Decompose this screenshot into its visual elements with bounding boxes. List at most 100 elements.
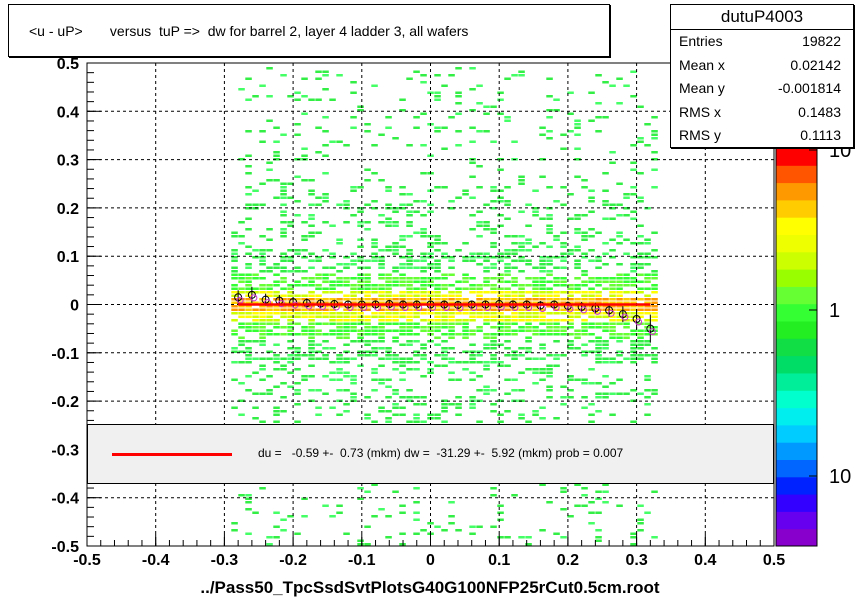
heatmap-cell	[392, 277, 399, 280]
heatmap-cell	[378, 133, 385, 136]
heatmap-cell	[357, 259, 364, 262]
heatmap-cell	[490, 228, 497, 231]
heatmap-cell	[595, 354, 602, 357]
heatmap-cell	[448, 522, 455, 525]
heatmap-cell	[644, 273, 651, 276]
heatmap-cell	[413, 126, 420, 129]
heatmap-cell	[245, 277, 252, 280]
heatmap-cell	[413, 116, 420, 119]
heatmap-cell	[602, 305, 609, 308]
stats-title: dutuP4003	[671, 5, 853, 30]
heatmap-cell	[518, 294, 525, 297]
heatmap-cell	[287, 291, 294, 294]
heatmap-cell	[630, 298, 637, 301]
heatmap-cell	[371, 312, 378, 315]
heatmap-cell	[434, 326, 441, 329]
heatmap-cell	[399, 280, 406, 283]
heatmap-cell	[308, 357, 315, 360]
heatmap-cell	[413, 312, 420, 315]
heatmap-cell	[630, 291, 637, 294]
heatmap-cell	[385, 312, 392, 315]
heatmap-cell	[448, 301, 455, 304]
heatmap-cell	[490, 105, 497, 108]
heatmap-cell	[497, 252, 504, 255]
heatmap-cell	[392, 357, 399, 360]
heatmap-cell	[595, 301, 602, 304]
heatmap-cell	[581, 235, 588, 238]
heatmap-cell	[280, 133, 287, 136]
heatmap-cell	[553, 532, 560, 535]
heatmap-cell	[364, 294, 371, 297]
heatmap-cell	[462, 350, 469, 353]
heatmap-cell	[378, 340, 385, 343]
heatmap-cell	[483, 259, 490, 262]
heatmap-cell	[231, 249, 238, 252]
heatmap-cell	[518, 249, 525, 252]
heatmap-cell	[434, 235, 441, 238]
heatmap-cell	[553, 322, 560, 325]
heatmap-cell	[574, 336, 581, 339]
heatmap-cell	[546, 259, 553, 262]
heatmap-cell	[238, 336, 245, 339]
heatmap-cell	[581, 186, 588, 189]
heatmap-cell	[595, 231, 602, 234]
heatmap-cell	[357, 284, 364, 287]
heatmap-cell	[574, 301, 581, 304]
heatmap-cell	[280, 228, 287, 231]
heatmap-cell	[259, 378, 266, 381]
stats-row: Entries 19822	[671, 30, 853, 54]
heatmap-cell	[259, 322, 266, 325]
heatmap-cell	[623, 207, 630, 210]
heatmap-cell	[315, 196, 322, 199]
heatmap-cell	[434, 242, 441, 245]
heatmap-cell	[476, 235, 483, 238]
palette-band	[776, 528, 817, 547]
heatmap-cell	[574, 308, 581, 311]
heatmap-cell	[357, 298, 364, 301]
heatmap-cell	[322, 74, 329, 77]
heatmap-cell	[511, 301, 518, 304]
heatmap-cell	[469, 259, 476, 262]
heatmap-cell	[595, 256, 602, 259]
heatmap-cell	[238, 235, 245, 238]
heatmap-cell	[525, 277, 532, 280]
heatmap-cell	[469, 196, 476, 199]
heatmap-cell	[637, 522, 644, 525]
heatmap-cell	[623, 214, 630, 217]
heatmap-cell	[476, 420, 483, 423]
heatmap-cell	[644, 305, 651, 308]
heatmap-cell	[609, 326, 616, 329]
heatmap-cell	[497, 315, 504, 318]
heatmap-cell	[553, 291, 560, 294]
heatmap-cell	[504, 287, 511, 290]
heatmap-cell	[560, 396, 567, 399]
heatmap-cell	[322, 273, 329, 276]
heatmap-cell	[546, 231, 553, 234]
heatmap-cell	[266, 301, 273, 304]
heatmap-cell	[511, 350, 518, 353]
heatmap-cell	[392, 392, 399, 395]
heatmap-cell	[483, 130, 490, 133]
heatmap-cell	[350, 186, 357, 189]
heatmap-cell	[315, 350, 322, 353]
heatmap-cell	[441, 84, 448, 87]
heatmap-cell	[623, 333, 630, 336]
heatmap-cell	[392, 137, 399, 140]
palette-band	[776, 234, 817, 253]
heatmap-cell	[378, 308, 385, 311]
heatmap-cell	[364, 315, 371, 318]
heatmap-cell	[287, 224, 294, 227]
heatmap-cell	[462, 368, 469, 371]
heatmap-cell	[413, 210, 420, 213]
heatmap-cell	[651, 151, 658, 154]
heatmap-cell	[595, 361, 602, 364]
heatmap-cell	[406, 420, 413, 423]
heatmap-cell	[336, 301, 343, 304]
palette-band	[776, 269, 817, 287]
heatmap-cell	[616, 284, 623, 287]
heatmap-cell	[651, 273, 658, 276]
heatmap-cell	[497, 168, 504, 171]
x-tick-label: -0.3	[211, 552, 239, 569]
heatmap-cell	[385, 186, 392, 189]
heatmap-cell	[539, 270, 546, 273]
